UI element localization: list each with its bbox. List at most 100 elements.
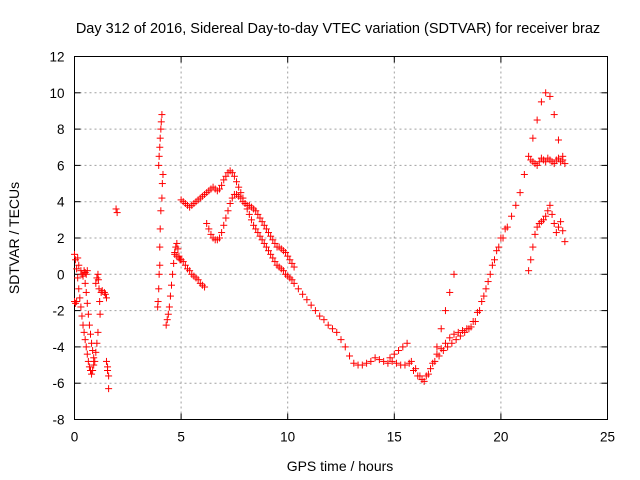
data-point bbox=[165, 303, 173, 311]
data-point bbox=[233, 178, 241, 186]
y-tick-label: -2 bbox=[52, 304, 64, 319]
data-point bbox=[76, 294, 84, 302]
data-point bbox=[557, 218, 565, 226]
data-point bbox=[83, 350, 91, 358]
data-point bbox=[218, 229, 226, 237]
data-point bbox=[80, 328, 88, 336]
data-point bbox=[81, 336, 89, 344]
data-point bbox=[226, 200, 234, 208]
data-point bbox=[230, 172, 238, 180]
series-arc-e bbox=[98, 287, 113, 393]
data-point bbox=[215, 234, 223, 242]
data-point bbox=[433, 343, 441, 351]
y-tick-label: 2 bbox=[57, 231, 65, 246]
data-point bbox=[454, 328, 462, 336]
data-point bbox=[437, 345, 445, 353]
data-point bbox=[90, 354, 98, 362]
data-point bbox=[158, 111, 166, 119]
data-point bbox=[159, 170, 167, 178]
data-point bbox=[480, 292, 488, 300]
data-point bbox=[75, 261, 83, 269]
data-point bbox=[220, 176, 228, 184]
data-point bbox=[561, 238, 569, 246]
data-point bbox=[531, 230, 539, 238]
data-point bbox=[544, 207, 552, 215]
y-tick-label: -4 bbox=[52, 340, 64, 355]
data-point bbox=[93, 339, 101, 347]
data-point bbox=[166, 292, 174, 300]
y-tick-label: 12 bbox=[49, 50, 64, 65]
data-point bbox=[550, 160, 558, 168]
data-point bbox=[456, 332, 464, 340]
data-point bbox=[258, 236, 266, 244]
data-point bbox=[284, 252, 292, 260]
data-point bbox=[74, 254, 82, 262]
data-point bbox=[552, 229, 560, 237]
data-point bbox=[548, 210, 556, 218]
data-point bbox=[358, 361, 366, 369]
data-point bbox=[363, 359, 371, 367]
data-point bbox=[416, 372, 424, 380]
y-tick-label: -6 bbox=[52, 376, 64, 391]
data-point bbox=[254, 229, 262, 237]
data-point bbox=[395, 347, 403, 355]
data-point bbox=[303, 296, 311, 304]
data-point bbox=[444, 343, 452, 351]
data-point bbox=[179, 258, 187, 266]
data-point bbox=[463, 325, 471, 333]
series-arc-l bbox=[203, 190, 298, 271]
series-arc-f bbox=[112, 205, 121, 217]
data-point bbox=[254, 210, 262, 218]
data-point bbox=[516, 189, 524, 197]
data-point bbox=[537, 98, 545, 106]
data-point bbox=[156, 261, 164, 269]
data-point bbox=[173, 239, 181, 247]
y-tick-label: 10 bbox=[49, 86, 64, 101]
data-point bbox=[375, 356, 383, 364]
data-point bbox=[222, 214, 230, 222]
data-point bbox=[94, 328, 102, 336]
data-point bbox=[156, 134, 164, 142]
data-point bbox=[228, 194, 236, 202]
data-point bbox=[495, 243, 503, 251]
data-point bbox=[288, 276, 296, 284]
data-point bbox=[73, 298, 81, 306]
chart-title: Day 312 of 2016, Sidereal Day-to-day VTE… bbox=[76, 21, 600, 37]
data-point bbox=[84, 357, 92, 365]
data-point bbox=[535, 158, 543, 166]
data-point bbox=[267, 250, 275, 258]
data-point bbox=[247, 216, 255, 224]
data-point bbox=[218, 181, 226, 189]
data-point bbox=[412, 365, 420, 373]
data-point bbox=[156, 225, 164, 233]
data-point bbox=[433, 350, 441, 358]
series-arc-g bbox=[154, 170, 167, 311]
data-point bbox=[550, 219, 558, 227]
data-point bbox=[542, 158, 550, 166]
data-point bbox=[328, 325, 336, 333]
data-point bbox=[164, 310, 172, 318]
data-point bbox=[320, 316, 328, 324]
data-point bbox=[258, 218, 266, 226]
data-point bbox=[488, 261, 496, 269]
data-point bbox=[86, 330, 94, 338]
data-point bbox=[220, 221, 228, 229]
data-point bbox=[478, 298, 486, 306]
data-point bbox=[392, 359, 400, 367]
data-point bbox=[158, 180, 166, 188]
data-point bbox=[85, 363, 93, 371]
data-point bbox=[279, 267, 287, 275]
data-point bbox=[540, 216, 548, 224]
data-point bbox=[546, 201, 554, 209]
data-point bbox=[271, 239, 279, 247]
data-point bbox=[501, 225, 509, 233]
data-point bbox=[533, 161, 541, 169]
data-point bbox=[542, 89, 550, 97]
axis-ticks: 0 5 10 15 20 25 -8 -6 -4 -2 0 2 4 6 8 10 12 bbox=[49, 50, 615, 445]
data-point bbox=[482, 285, 490, 293]
data-point bbox=[441, 339, 449, 347]
data-point bbox=[542, 212, 550, 220]
y-tick-label: 4 bbox=[57, 195, 65, 210]
data-point bbox=[89, 347, 97, 355]
data-point bbox=[79, 272, 87, 280]
